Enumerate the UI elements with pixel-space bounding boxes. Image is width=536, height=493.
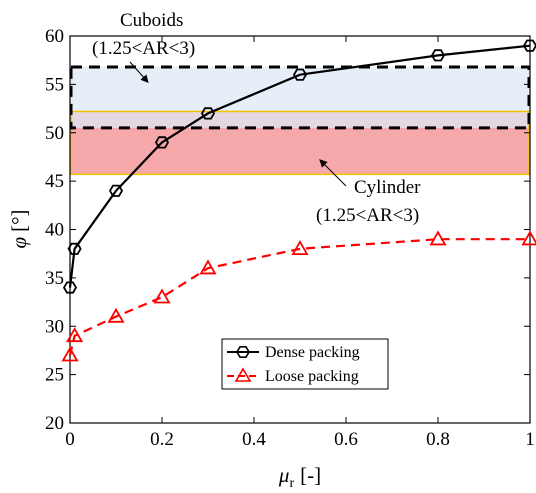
cylinder-range-label: (1.25<AR<3) [316, 205, 419, 226]
cylinder-arrow [319, 159, 347, 187]
cuboids-arrow [129, 61, 149, 83]
y-tick-label: 30 [45, 316, 64, 337]
x-tick-label: 1 [525, 429, 535, 450]
series-line-1 [68, 238, 530, 356]
band-border-1 [70, 110, 530, 176]
series-marker-1 [429, 230, 447, 246]
series-marker-1 [153, 288, 171, 304]
y-tick-label: 55 [45, 74, 64, 95]
legend: Dense packing Loose packing [221, 338, 389, 390]
y-axis-unit: [°] [7, 209, 31, 231]
series-marker-0 [154, 136, 170, 149]
y-tick-label: 20 [45, 413, 64, 434]
y-tick-label: 60 [45, 26, 64, 47]
series-line-0 [68, 44, 531, 288]
y-tick-label: 40 [45, 220, 64, 241]
series-marker-0 [292, 68, 308, 81]
band-border-0 [69, 65, 531, 130]
x-tick-label: 0.6 [334, 429, 358, 450]
x-axis-label: μr [-] [278, 463, 321, 491]
axis-ticks: 0 0.2 0.4 0.6 0.8 1 20 25 30 35 40 45 50 55 60 [45, 26, 535, 450]
data-series [61, 39, 536, 362]
legend-dense-marker [236, 345, 250, 359]
series-marker-1 [66, 327, 84, 343]
x-tick-label: 0 [65, 429, 75, 450]
series-marker-0 [430, 49, 446, 62]
shaded-bands [69, 65, 531, 176]
y-axis-label: φ [°] [7, 209, 31, 248]
cuboids-range-label: (1.25<AR<3) [92, 38, 195, 59]
cylinder-annotation: Cylinder (1.25<AR<3) [316, 159, 421, 226]
y-axis-symbol: φ [7, 237, 31, 249]
legend-loose-label: Loose packing [265, 368, 359, 385]
series-marker-0 [522, 39, 536, 52]
y-tick-label: 50 [45, 123, 64, 144]
series-marker-1 [61, 346, 79, 362]
y-tick-label: 35 [45, 268, 64, 289]
x-axis-symbol: μ [278, 463, 290, 487]
x-tick-label: 0.4 [242, 429, 266, 450]
series-marker-0 [67, 242, 82, 255]
cuboids-annotation: Cuboids (1.25<AR<3) [92, 10, 195, 83]
cylinder-label: Cylinder [354, 177, 421, 198]
x-axis-subscript: r [289, 476, 294, 491]
series-marker-1 [291, 240, 309, 256]
series-marker-0 [108, 184, 124, 197]
x-axis-unit: [-] [300, 463, 321, 487]
series-marker-1 [521, 230, 536, 246]
series-marker-0 [200, 107, 216, 120]
legend-dense-label: Dense packing [265, 344, 360, 361]
cuboids-label: Cuboids [120, 10, 183, 31]
y-tick-label: 45 [45, 171, 64, 192]
x-tick-label: 0.8 [426, 429, 450, 450]
y-tick-label: 25 [45, 365, 64, 386]
series-marker-1 [199, 259, 217, 275]
series-marker-1 [107, 307, 125, 323]
x-tick-label: 0.2 [150, 429, 174, 450]
band-fill-0 [71, 66, 529, 128]
legend-loose-marker [234, 367, 252, 382]
series-marker-0 [62, 281, 78, 294]
